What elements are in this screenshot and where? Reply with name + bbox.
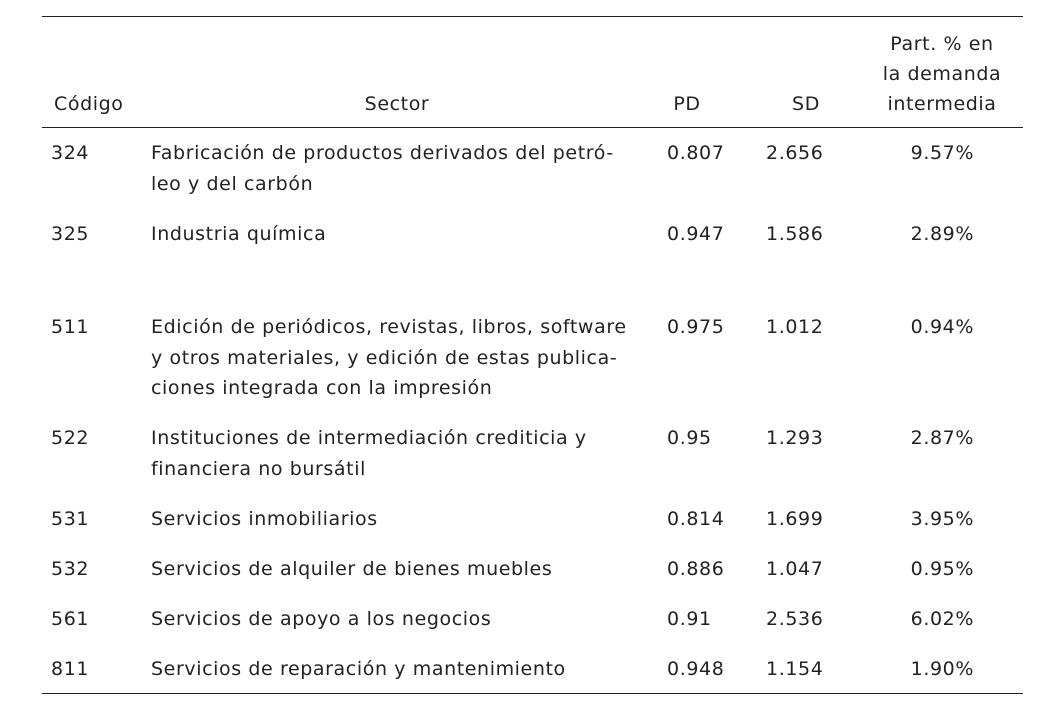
table-header-rule bbox=[42, 127, 1023, 128]
row-sd: 1.047 bbox=[766, 558, 824, 580]
row-sector-line: Instituciones de intermediación creditic… bbox=[151, 427, 587, 449]
row-part: 0.95% bbox=[910, 558, 974, 580]
row-sector-line: Industria química bbox=[151, 223, 327, 245]
header-codigo: Código bbox=[54, 93, 124, 115]
row-pd: 0.975 bbox=[667, 316, 725, 338]
table-bottom-rule bbox=[42, 693, 1023, 694]
header-part-demanda: Part. % en la demanda intermedia bbox=[862, 29, 1022, 119]
row-sector-line: financiera no bursátil bbox=[151, 457, 366, 480]
row-sector: Industria química bbox=[151, 219, 651, 250]
row-part: 2.89% bbox=[910, 223, 974, 245]
row-sector: Servicios de reparación y mantenimiento bbox=[151, 654, 651, 685]
row-part: 2.87% bbox=[910, 427, 974, 449]
header-sector: Sector bbox=[364, 93, 430, 115]
row-sd: 2.536 bbox=[766, 608, 824, 630]
row-pd: 0.886 bbox=[667, 558, 725, 580]
row-code: 561 bbox=[51, 608, 90, 630]
row-code: 324 bbox=[51, 142, 90, 164]
row-sector: Fabricación de productos derivados del p… bbox=[151, 138, 651, 199]
row-sd: 1.012 bbox=[766, 316, 824, 338]
row-sector-line: Servicios de reparación y mantenimiento bbox=[151, 658, 566, 680]
row-code: 511 bbox=[51, 316, 90, 338]
row-sector-line: leo y del carbón bbox=[151, 172, 314, 195]
row-pd: 0.947 bbox=[667, 223, 725, 245]
row-sd: 2.656 bbox=[766, 142, 824, 164]
row-code: 522 bbox=[51, 427, 90, 449]
row-part: 3.95% bbox=[910, 508, 974, 530]
header-part-line: la demanda bbox=[882, 63, 1002, 85]
row-sector-line: Fabricación de productos derivados del p… bbox=[151, 142, 614, 164]
row-sector-line: Edición de periódicos, revistas, libros,… bbox=[151, 316, 627, 338]
row-part: 6.02% bbox=[910, 608, 974, 630]
row-part: 9.57% bbox=[910, 142, 974, 164]
row-sd: 1.586 bbox=[766, 223, 824, 245]
row-code: 531 bbox=[51, 508, 90, 530]
row-sector: Servicios de alquiler de bienes muebles bbox=[151, 554, 651, 585]
header-sd: SD bbox=[792, 93, 820, 115]
row-sector-line: y otros materiales, y edición de estas p… bbox=[151, 346, 618, 369]
row-code: 325 bbox=[51, 223, 90, 245]
row-pd: 0.91 bbox=[667, 608, 712, 630]
row-sector: Edición de periódicos, revistas, libros,… bbox=[151, 312, 651, 404]
row-sector-line: Servicios de alquiler de bienes muebles bbox=[151, 558, 553, 580]
header-part-line: intermedia bbox=[887, 93, 997, 115]
row-pd: 0.814 bbox=[667, 508, 725, 530]
header-part-line: Part. % en bbox=[890, 33, 994, 55]
row-pd: 0.948 bbox=[667, 658, 725, 680]
row-sector-line: Servicios de apoyo a los negocios bbox=[151, 608, 492, 630]
row-sd: 1.293 bbox=[766, 427, 824, 449]
row-sector-line: ciones integrada con la impresión bbox=[151, 377, 493, 399]
row-part: 0.94% bbox=[910, 316, 974, 338]
row-code: 532 bbox=[51, 558, 90, 580]
row-pd: 0.95 bbox=[667, 427, 712, 449]
row-sector: Instituciones de intermediación creditic… bbox=[151, 423, 651, 484]
row-sd: 1.154 bbox=[766, 658, 824, 680]
row-part: 1.90% bbox=[910, 658, 974, 680]
table-top-rule bbox=[42, 16, 1023, 17]
row-pd: 0.807 bbox=[667, 142, 725, 164]
row-sector-line: Servicios inmobiliarios bbox=[151, 508, 378, 530]
row-sector: Servicios de apoyo a los negocios bbox=[151, 604, 651, 635]
row-sd: 1.699 bbox=[766, 508, 824, 530]
header-pd: PD bbox=[673, 93, 701, 115]
row-code: 811 bbox=[51, 658, 90, 680]
row-sector: Servicios inmobiliarios bbox=[151, 504, 651, 535]
